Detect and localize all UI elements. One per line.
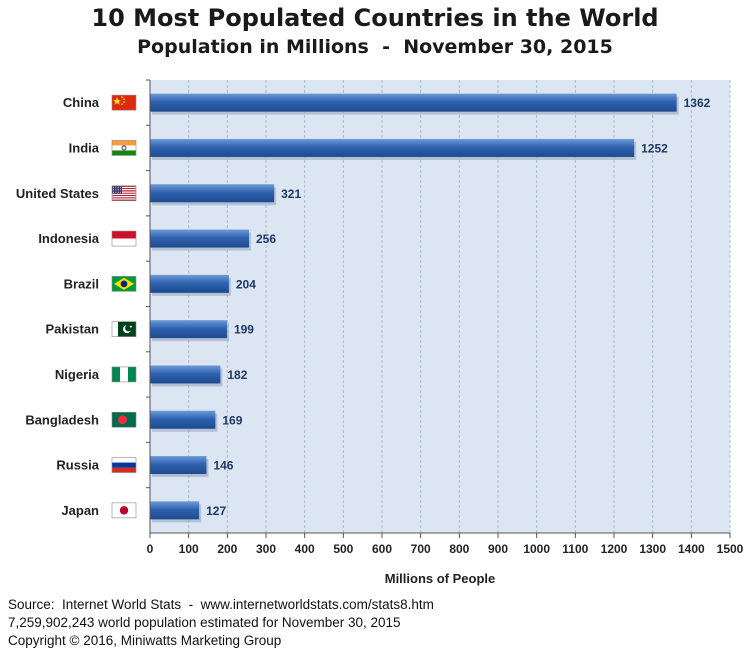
bar [150, 274, 229, 293]
data-label: 256 [256, 232, 276, 246]
x-tick-label: 1400 [678, 542, 705, 556]
bar [150, 184, 275, 203]
pakistan-flag-icon [111, 321, 137, 337]
x-tick-label: 700 [411, 542, 431, 556]
x-tick-label: 1300 [639, 542, 666, 556]
nigeria-flag-icon [111, 366, 137, 383]
bar [150, 456, 207, 475]
data-label: 321 [281, 187, 301, 201]
bar [150, 320, 227, 339]
bar [150, 501, 200, 520]
india-flag-icon [111, 140, 137, 156]
usa-flag-icon [111, 185, 137, 202]
chart-title: 10 Most Populated Countries in the World [91, 4, 659, 32]
category-label: India [69, 140, 100, 155]
x-tick-label: 900 [488, 542, 508, 556]
x-tick-label: 100 [179, 542, 199, 556]
labels: 1362 China 1252 India 321 United States 256 Ind… [16, 95, 711, 518]
category-label: Bangladesh [25, 412, 99, 427]
x-tick-label: 200 [217, 542, 237, 556]
category-label: Brazil [64, 276, 99, 291]
bar [150, 138, 635, 157]
category-label: Russia [56, 458, 99, 473]
bar [150, 365, 221, 384]
x-tick-label: 0 [147, 542, 154, 556]
bars [150, 93, 679, 523]
x-tick-label: 1100 [562, 542, 588, 556]
bar [150, 410, 216, 429]
indonesia-flag-icon [111, 230, 137, 247]
x-tick-label: 400 [295, 542, 315, 556]
data-label: 169 [222, 413, 242, 427]
category-label: Japan [61, 503, 99, 518]
bar-chart: 1362 China 1252 India 321 United States 256 Ind… [16, 79, 744, 586]
japan-flag-icon [111, 502, 137, 519]
data-label: 146 [213, 459, 233, 473]
bar [150, 93, 677, 112]
data-label: 182 [227, 368, 247, 382]
copyright-note: Copyright © 2016, Miniwatts Marketing Gr… [8, 633, 282, 648]
category-label: China [63, 95, 100, 110]
x-tick-label: 1500 [717, 542, 744, 556]
data-label: 204 [236, 277, 256, 291]
data-label: 127 [206, 504, 226, 518]
category-label: Nigeria [55, 367, 100, 382]
bangladesh-flag-icon [111, 411, 137, 428]
category-label: Indonesia [38, 231, 99, 246]
population-estimate-note: 7,259,902,243 world population estimated… [8, 615, 401, 630]
x-tick-label: 1000 [523, 542, 550, 556]
x-tick-label: 1200 [601, 542, 628, 556]
russia-flag-icon [111, 457, 137, 473]
data-label: 1252 [641, 141, 668, 155]
x-axis-title: Millions of People [385, 571, 496, 586]
axes: 0 100 200 300 400 500 600 700 800 900 1000 1100 1200… [146, 79, 744, 586]
category-label: United States [16, 186, 99, 201]
bar [150, 229, 249, 248]
category-label: Pakistan [46, 322, 100, 337]
source-note: Source: Internet World Stats - www.inter… [8, 597, 434, 612]
x-tick-label: 600 [372, 542, 392, 556]
data-label: 199 [234, 323, 254, 337]
flags [111, 94, 137, 519]
x-tick-label: 800 [449, 542, 469, 556]
data-label: 1362 [684, 96, 711, 110]
brazil-flag-icon [111, 276, 137, 292]
china-flag-icon [111, 94, 137, 111]
chart-subtitle: Population in Millions - November 30, 20… [137, 36, 613, 58]
x-tick-label: 500 [333, 542, 353, 556]
x-tick-label: 300 [256, 542, 276, 556]
